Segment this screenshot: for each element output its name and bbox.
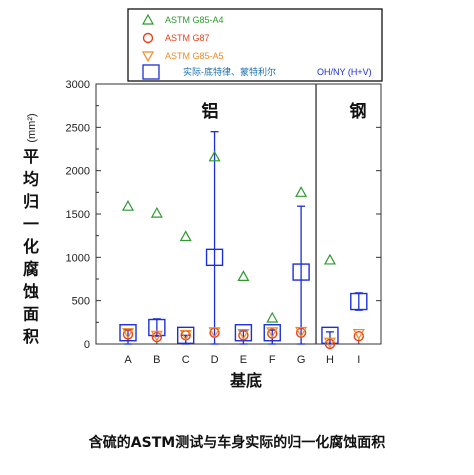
legend-label-suffix: OH/NY (H+V) <box>317 67 372 77</box>
legend-box <box>127 8 383 82</box>
x-axis-title: 基底 <box>229 371 262 390</box>
x-tick-label: G <box>297 354 306 366</box>
x-tick-label: E <box>240 354 247 366</box>
y-tick-label: 1000 <box>66 252 90 264</box>
legend-label: ASTM G87 <box>165 33 210 43</box>
data-point <box>150 206 163 218</box>
y-axis-title-char: 蚀 <box>22 282 39 301</box>
data-point <box>150 330 163 342</box>
y-axis-title-char: 腐 <box>23 260 39 279</box>
figure-caption: 含硫的ASTM测试与车身实际的归一化腐蚀面积 <box>88 435 386 451</box>
data-point <box>121 328 135 339</box>
legend: ASTM G85-A4 ASTM G87 ASTM G85-A5 实际-底特律、蒙特利… <box>127 8 383 82</box>
y-axis-title-char: 积 <box>23 327 39 346</box>
data-point <box>179 230 192 242</box>
data-point <box>119 324 137 342</box>
data-point <box>263 324 281 342</box>
data-point <box>266 311 279 323</box>
data-point <box>234 324 253 342</box>
x-tick-label: F <box>269 354 276 366</box>
y-axis-title-char: 化 <box>23 237 39 256</box>
y-axis-title-char: 平 <box>23 147 39 166</box>
y-tick-label: 0 <box>84 339 90 351</box>
data-point <box>148 318 166 337</box>
data-point <box>292 263 310 281</box>
data-point <box>295 186 308 197</box>
data-point <box>208 150 221 162</box>
plot-area: 0 500 1000 1500 2000 2500 3000 A B C D E F G H I 铝 钢 <box>66 79 382 366</box>
y-axis-unit: (mm²) <box>26 113 38 142</box>
y-tick-label: 1500 <box>66 209 90 221</box>
x-tick-label: C <box>182 354 190 366</box>
legend-marker <box>141 13 155 25</box>
y-tick-label: 3000 <box>66 79 90 91</box>
y-axis-title-char: 面 <box>23 305 39 324</box>
data-point <box>176 326 195 345</box>
x-tick-label: D <box>211 354 219 366</box>
region-label: 铝 <box>202 101 219 122</box>
data-point <box>179 329 192 341</box>
data-point <box>121 199 135 211</box>
x-tick-label: A <box>124 354 132 366</box>
y-axis-title-char: 均 <box>23 170 39 189</box>
region-label: 钢 <box>350 101 367 122</box>
data-point <box>353 331 364 342</box>
y-tick-label: 2000 <box>66 166 90 178</box>
data-point <box>237 270 250 281</box>
data-point <box>321 326 339 345</box>
y-tick-label: 2500 <box>66 122 90 134</box>
legend-marker <box>142 32 154 44</box>
y-axis-title-char: 一 <box>23 215 39 234</box>
data-point <box>323 337 336 349</box>
data-point <box>266 327 279 339</box>
data-point <box>208 327 221 339</box>
data-point <box>295 326 308 338</box>
y-axis-title-char: 归 <box>23 192 39 211</box>
data-point <box>205 248 224 267</box>
data-point <box>237 329 250 340</box>
x-tick-label: I <box>357 354 360 366</box>
legend-label: ASTM G85-A5 <box>165 51 224 61</box>
data-point <box>323 253 336 265</box>
x-tick-label: H <box>326 354 334 366</box>
legend-label: 实际-底特律、蒙特利尔 <box>183 66 276 77</box>
legend-marker <box>141 51 155 63</box>
legend-marker <box>142 64 160 80</box>
data-point <box>352 329 365 340</box>
data-point <box>350 292 368 311</box>
x-tick-label: B <box>153 354 160 366</box>
plot-frame <box>95 83 382 345</box>
legend-label: ASTM G85-A4 <box>165 15 224 25</box>
y-tick-label: 500 <box>72 296 90 308</box>
